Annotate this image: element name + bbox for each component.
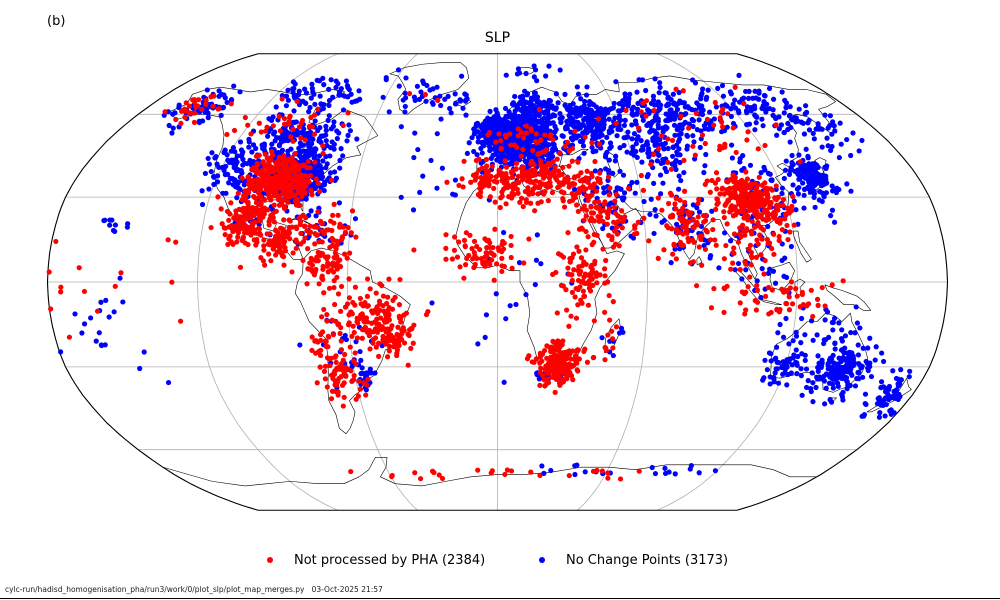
blue-dot-marker xyxy=(539,557,545,563)
figure-bottom-rule xyxy=(0,598,1000,599)
footer-path: cylc-run/hadisd_homogenisation_pha/run3/… xyxy=(5,585,383,594)
red-dot-marker xyxy=(267,557,273,563)
legend: Not processed by PHA (2384) No Change Po… xyxy=(0,551,1000,569)
legend-label-no-change-points: No Change Points (3173) xyxy=(566,552,729,568)
subplot-label: (b) xyxy=(47,14,66,29)
legend-label-not-processed: Not processed by PHA (2384) xyxy=(294,552,486,568)
legend-item-no-change-points: No Change Points (3173) xyxy=(539,551,728,569)
legend-item-not-processed: Not processed by PHA (2384) xyxy=(267,551,485,569)
chart-title: SLP xyxy=(484,30,511,46)
